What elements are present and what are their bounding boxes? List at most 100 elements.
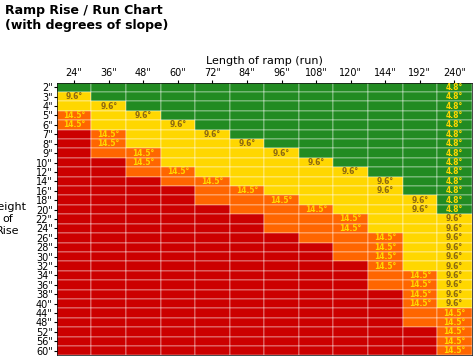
FancyBboxPatch shape bbox=[368, 252, 402, 261]
FancyBboxPatch shape bbox=[195, 261, 230, 271]
FancyBboxPatch shape bbox=[402, 280, 437, 290]
FancyBboxPatch shape bbox=[161, 346, 195, 355]
FancyBboxPatch shape bbox=[437, 205, 472, 214]
Text: 9.6°: 9.6° bbox=[204, 130, 221, 139]
FancyBboxPatch shape bbox=[264, 177, 299, 186]
FancyBboxPatch shape bbox=[230, 243, 264, 252]
FancyBboxPatch shape bbox=[91, 130, 126, 139]
FancyBboxPatch shape bbox=[230, 186, 264, 195]
FancyBboxPatch shape bbox=[161, 177, 195, 186]
FancyBboxPatch shape bbox=[230, 130, 264, 139]
FancyBboxPatch shape bbox=[161, 261, 195, 271]
Text: 9.6°: 9.6° bbox=[446, 271, 463, 280]
Text: 14.5°: 14.5° bbox=[443, 327, 465, 336]
Text: 14.5°: 14.5° bbox=[443, 337, 465, 346]
FancyBboxPatch shape bbox=[195, 327, 230, 337]
Text: 4.8°: 4.8° bbox=[446, 92, 463, 101]
FancyBboxPatch shape bbox=[333, 101, 368, 111]
FancyBboxPatch shape bbox=[333, 243, 368, 252]
FancyBboxPatch shape bbox=[333, 205, 368, 214]
FancyBboxPatch shape bbox=[299, 167, 333, 177]
FancyBboxPatch shape bbox=[264, 120, 299, 130]
FancyBboxPatch shape bbox=[230, 299, 264, 308]
FancyBboxPatch shape bbox=[264, 252, 299, 261]
FancyBboxPatch shape bbox=[264, 195, 299, 205]
FancyBboxPatch shape bbox=[437, 167, 472, 177]
FancyBboxPatch shape bbox=[368, 327, 402, 337]
FancyBboxPatch shape bbox=[299, 195, 333, 205]
FancyBboxPatch shape bbox=[91, 101, 126, 111]
FancyBboxPatch shape bbox=[299, 214, 333, 224]
FancyBboxPatch shape bbox=[57, 233, 91, 243]
FancyBboxPatch shape bbox=[368, 148, 402, 158]
Text: 9.6°: 9.6° bbox=[446, 280, 463, 289]
FancyBboxPatch shape bbox=[91, 186, 126, 195]
FancyBboxPatch shape bbox=[230, 337, 264, 346]
FancyBboxPatch shape bbox=[299, 299, 333, 308]
Text: 9.6°: 9.6° bbox=[100, 102, 117, 111]
Text: 14.5°: 14.5° bbox=[443, 309, 465, 318]
FancyBboxPatch shape bbox=[437, 337, 472, 346]
FancyBboxPatch shape bbox=[333, 327, 368, 337]
FancyBboxPatch shape bbox=[57, 195, 91, 205]
FancyBboxPatch shape bbox=[195, 205, 230, 214]
FancyBboxPatch shape bbox=[161, 158, 195, 167]
FancyBboxPatch shape bbox=[299, 308, 333, 318]
Text: 14.5°: 14.5° bbox=[167, 167, 189, 177]
FancyBboxPatch shape bbox=[264, 92, 299, 101]
FancyBboxPatch shape bbox=[91, 195, 126, 205]
FancyBboxPatch shape bbox=[437, 120, 472, 130]
FancyBboxPatch shape bbox=[402, 92, 437, 101]
FancyBboxPatch shape bbox=[368, 130, 402, 139]
FancyBboxPatch shape bbox=[91, 148, 126, 158]
Text: 14.5°: 14.5° bbox=[409, 280, 431, 289]
FancyBboxPatch shape bbox=[437, 252, 472, 261]
FancyBboxPatch shape bbox=[161, 243, 195, 252]
FancyBboxPatch shape bbox=[333, 167, 368, 177]
FancyBboxPatch shape bbox=[264, 111, 299, 120]
FancyBboxPatch shape bbox=[57, 224, 91, 233]
FancyBboxPatch shape bbox=[126, 130, 161, 139]
FancyBboxPatch shape bbox=[299, 130, 333, 139]
FancyBboxPatch shape bbox=[437, 280, 472, 290]
Text: 4.8°: 4.8° bbox=[446, 167, 463, 177]
Text: 4.8°: 4.8° bbox=[446, 196, 463, 205]
Text: 14.5°: 14.5° bbox=[236, 186, 258, 195]
FancyBboxPatch shape bbox=[368, 280, 402, 290]
Text: 9.6°: 9.6° bbox=[411, 196, 428, 205]
Text: 9.6°: 9.6° bbox=[446, 233, 463, 242]
FancyBboxPatch shape bbox=[437, 271, 472, 280]
FancyBboxPatch shape bbox=[333, 346, 368, 355]
FancyBboxPatch shape bbox=[402, 243, 437, 252]
FancyBboxPatch shape bbox=[437, 139, 472, 148]
FancyBboxPatch shape bbox=[437, 130, 472, 139]
FancyBboxPatch shape bbox=[264, 280, 299, 290]
Text: 9.6°: 9.6° bbox=[342, 167, 359, 177]
FancyBboxPatch shape bbox=[57, 92, 91, 101]
FancyBboxPatch shape bbox=[57, 280, 91, 290]
FancyBboxPatch shape bbox=[230, 224, 264, 233]
FancyBboxPatch shape bbox=[91, 327, 126, 337]
FancyBboxPatch shape bbox=[161, 318, 195, 327]
FancyBboxPatch shape bbox=[333, 271, 368, 280]
FancyBboxPatch shape bbox=[57, 327, 91, 337]
FancyBboxPatch shape bbox=[126, 261, 161, 271]
FancyBboxPatch shape bbox=[402, 346, 437, 355]
FancyBboxPatch shape bbox=[161, 290, 195, 299]
FancyBboxPatch shape bbox=[402, 130, 437, 139]
FancyBboxPatch shape bbox=[402, 271, 437, 280]
Text: 14.5°: 14.5° bbox=[132, 158, 155, 167]
FancyBboxPatch shape bbox=[57, 243, 91, 252]
FancyBboxPatch shape bbox=[126, 120, 161, 130]
Text: 14.5°: 14.5° bbox=[409, 290, 431, 299]
FancyBboxPatch shape bbox=[402, 139, 437, 148]
FancyBboxPatch shape bbox=[126, 177, 161, 186]
FancyBboxPatch shape bbox=[368, 195, 402, 205]
Text: 14.5°: 14.5° bbox=[443, 318, 465, 327]
FancyBboxPatch shape bbox=[91, 111, 126, 120]
FancyBboxPatch shape bbox=[195, 120, 230, 130]
FancyBboxPatch shape bbox=[437, 233, 472, 243]
FancyBboxPatch shape bbox=[161, 195, 195, 205]
Text: 9.6°: 9.6° bbox=[135, 111, 152, 120]
FancyBboxPatch shape bbox=[402, 299, 437, 308]
